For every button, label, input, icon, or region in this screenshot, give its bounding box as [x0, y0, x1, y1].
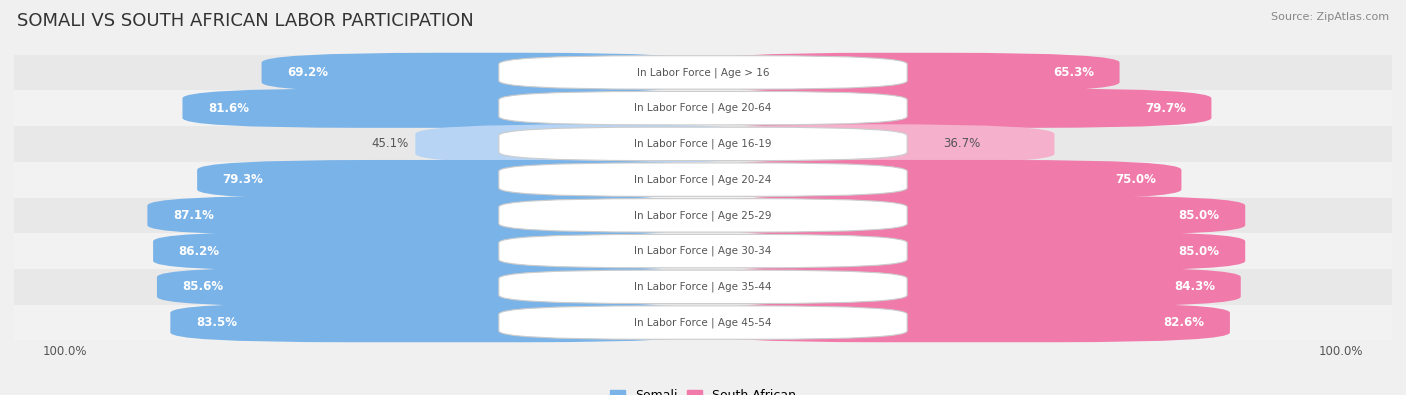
- FancyBboxPatch shape: [262, 53, 703, 92]
- FancyBboxPatch shape: [153, 231, 703, 271]
- FancyBboxPatch shape: [499, 56, 907, 89]
- Text: 75.0%: 75.0%: [1115, 173, 1156, 186]
- FancyBboxPatch shape: [499, 199, 907, 232]
- Text: SOMALI VS SOUTH AFRICAN LABOR PARTICIPATION: SOMALI VS SOUTH AFRICAN LABOR PARTICIPAT…: [17, 12, 474, 30]
- FancyBboxPatch shape: [183, 88, 703, 128]
- Text: In Labor Force | Age 35-44: In Labor Force | Age 35-44: [634, 282, 772, 292]
- Text: 86.2%: 86.2%: [179, 245, 219, 258]
- Text: Source: ZipAtlas.com: Source: ZipAtlas.com: [1271, 12, 1389, 22]
- Text: 85.0%: 85.0%: [1178, 245, 1219, 258]
- Bar: [14, 90, 1392, 126]
- FancyBboxPatch shape: [703, 196, 1246, 235]
- FancyBboxPatch shape: [499, 92, 907, 125]
- FancyBboxPatch shape: [499, 270, 907, 303]
- Text: 84.3%: 84.3%: [1174, 280, 1215, 293]
- Bar: [14, 55, 1392, 90]
- Text: 82.6%: 82.6%: [1163, 316, 1205, 329]
- FancyBboxPatch shape: [415, 124, 766, 164]
- Text: In Labor Force | Age 16-19: In Labor Force | Age 16-19: [634, 139, 772, 149]
- Text: 85.6%: 85.6%: [183, 280, 224, 293]
- FancyBboxPatch shape: [703, 88, 1212, 128]
- FancyBboxPatch shape: [170, 303, 703, 342]
- Text: 83.5%: 83.5%: [195, 316, 236, 329]
- Text: 81.6%: 81.6%: [208, 102, 249, 115]
- Text: In Labor Force | Age 30-34: In Labor Force | Age 30-34: [634, 246, 772, 256]
- FancyBboxPatch shape: [703, 160, 1181, 199]
- FancyBboxPatch shape: [499, 234, 907, 268]
- Text: 87.1%: 87.1%: [173, 209, 214, 222]
- Text: 79.3%: 79.3%: [222, 173, 263, 186]
- Text: 69.2%: 69.2%: [287, 66, 328, 79]
- Text: 65.3%: 65.3%: [1053, 66, 1094, 79]
- Bar: [14, 269, 1392, 305]
- Bar: [14, 126, 1392, 162]
- FancyBboxPatch shape: [197, 160, 703, 199]
- Bar: [14, 198, 1392, 233]
- FancyBboxPatch shape: [148, 196, 703, 235]
- FancyBboxPatch shape: [703, 231, 1246, 271]
- Legend: Somali, South African: Somali, South African: [605, 384, 801, 395]
- FancyBboxPatch shape: [703, 124, 1054, 164]
- FancyBboxPatch shape: [157, 267, 703, 307]
- Text: In Labor Force | Age 45-54: In Labor Force | Age 45-54: [634, 317, 772, 328]
- FancyBboxPatch shape: [703, 303, 1230, 342]
- Bar: [14, 162, 1392, 198]
- Text: In Labor Force | Age > 16: In Labor Force | Age > 16: [637, 67, 769, 78]
- Bar: [14, 233, 1392, 269]
- Text: In Labor Force | Age 25-29: In Labor Force | Age 25-29: [634, 210, 772, 221]
- Text: 36.7%: 36.7%: [943, 137, 981, 150]
- Text: 79.7%: 79.7%: [1144, 102, 1185, 115]
- FancyBboxPatch shape: [703, 267, 1240, 307]
- Text: 45.1%: 45.1%: [371, 137, 409, 150]
- FancyBboxPatch shape: [499, 306, 907, 339]
- Text: In Labor Force | Age 20-24: In Labor Force | Age 20-24: [634, 174, 772, 185]
- FancyBboxPatch shape: [499, 163, 907, 196]
- Text: 85.0%: 85.0%: [1178, 209, 1219, 222]
- Text: 100.0%: 100.0%: [42, 345, 87, 358]
- FancyBboxPatch shape: [499, 127, 907, 161]
- Text: 100.0%: 100.0%: [1319, 345, 1364, 358]
- Text: In Labor Force | Age 20-64: In Labor Force | Age 20-64: [634, 103, 772, 113]
- FancyBboxPatch shape: [703, 53, 1119, 92]
- Bar: [14, 305, 1392, 340]
